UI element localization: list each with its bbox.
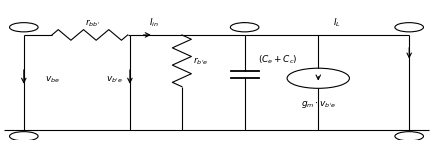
Text: $E$: $E$ [405, 130, 414, 142]
Text: $v_{b'e}$: $v_{b'e}$ [106, 74, 123, 85]
Text: $I_{in}$: $I_{in}$ [149, 17, 159, 29]
Text: $r_{bb'}$: $r_{bb'}$ [85, 18, 101, 29]
Circle shape [10, 132, 38, 141]
Text: $E$: $E$ [19, 130, 28, 142]
Circle shape [395, 132, 423, 141]
Text: $v_{be}$: $v_{be}$ [45, 74, 61, 85]
Text: $I_L$: $I_L$ [333, 17, 341, 29]
Text: $C$: $C$ [404, 21, 414, 33]
Text: $B$: $B$ [19, 21, 28, 33]
Circle shape [10, 23, 38, 32]
Text: $r_{b'e}$: $r_{b'e}$ [193, 56, 208, 67]
Text: $g_m \cdot v_{b'e}$: $g_m \cdot v_{b'e}$ [301, 99, 336, 110]
Text: $B'$: $B'$ [239, 21, 251, 33]
Text: $(C_e+C_c)$: $(C_e+C_c)$ [258, 54, 297, 66]
Circle shape [395, 23, 423, 32]
Circle shape [230, 23, 259, 32]
